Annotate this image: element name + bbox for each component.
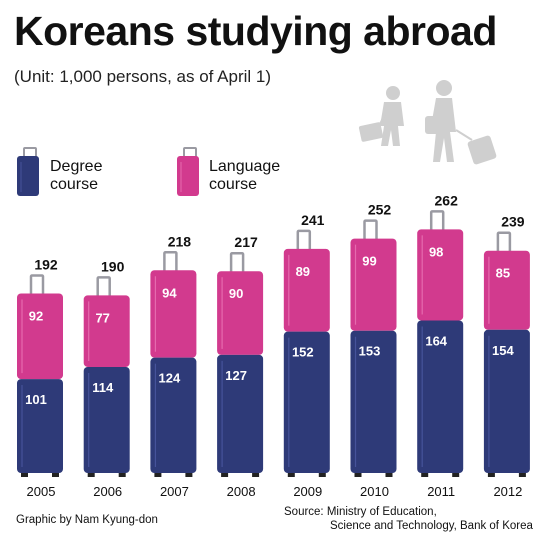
suitcase-handle (96, 276, 111, 299)
bar-degree-2005 (17, 379, 63, 473)
data-label-language: 90 (229, 286, 243, 301)
data-label-total: 239 (501, 214, 525, 230)
suitcase-wheel (354, 473, 362, 477)
bar-language-2011 (417, 229, 464, 321)
x-tick-label: 2009 (293, 484, 322, 499)
data-label-language: 77 (95, 310, 109, 325)
suitcase-wheel (185, 473, 193, 477)
suitcase-wheel (21, 473, 28, 477)
suitcase-handle (429, 210, 445, 233)
suitcase-handle (163, 251, 178, 274)
data-label-degree: 124 (159, 371, 181, 386)
data-label-total: 241 (301, 212, 325, 228)
bar-degree-2008 (217, 354, 264, 473)
suitcase-wheel (252, 473, 260, 477)
data-label-language: 85 (496, 266, 510, 281)
degree-suitcase-icon (17, 147, 39, 196)
x-tick-label: 2012 (493, 484, 522, 499)
suitcase-wheel (518, 473, 526, 477)
x-tick-label: 2010 (360, 484, 389, 499)
data-label-degree: 153 (359, 344, 381, 359)
x-tick-label: 2005 (27, 484, 56, 499)
data-label-degree: 154 (492, 343, 514, 358)
suitcase-wheel (318, 473, 326, 477)
data-label-degree: 114 (92, 380, 114, 395)
data-label-degree: 152 (292, 345, 314, 360)
data-label-total: 252 (368, 202, 392, 218)
bar-language-2008 (217, 271, 264, 355)
bar-degree-2009 (283, 331, 330, 473)
x-tick-label: 2008 (227, 484, 256, 499)
bar-language-2009 (283, 248, 330, 332)
suitcase-wheel (487, 473, 495, 477)
x-tick-label: 2006 (93, 484, 122, 499)
data-label-language: 94 (162, 285, 177, 300)
suitcase-wheel (287, 473, 295, 477)
data-label-total: 217 (234, 234, 258, 250)
suitcase-wheel (154, 473, 162, 477)
suitcase-wheel (452, 473, 460, 477)
data-label-total: 190 (101, 258, 125, 274)
suitcase-wheel (52, 473, 59, 477)
suitcase-wheel (87, 473, 95, 477)
bar-degree-2006 (83, 366, 130, 473)
traveler-man-icon (358, 86, 404, 146)
data-label-degree: 101 (25, 392, 47, 407)
traveler-woman-icon (425, 80, 497, 165)
chart-subtitle: (Unit: 1,000 persons, as of April 1) (14, 67, 272, 86)
bar-degree-2007 (150, 357, 197, 473)
bar-degree-2010 (350, 330, 397, 473)
bar-degree-2011 (417, 320, 464, 473)
suitcase-handle (229, 251, 245, 275)
legend-language-label: Language course (209, 158, 281, 193)
bar-language-2006 (83, 295, 130, 367)
suitcase-handle (296, 229, 312, 253)
data-label-language: 98 (429, 244, 443, 259)
x-tick-label: 2011 (427, 484, 455, 499)
suitcase-handle (29, 274, 45, 297)
bars-group: 92 101 192 2005 77 114 190 2006 94 124 218 2007 90 12… (17, 192, 530, 499)
legend-degree-label: Degree course (50, 158, 103, 193)
x-tick-label: 2007 (160, 484, 189, 499)
bar-language-2007 (150, 270, 197, 358)
data-label-language: 92 (29, 309, 43, 324)
data-label-total: 192 (34, 257, 58, 273)
chart-title: Koreans studying abroad (14, 8, 497, 54)
suitcase-handle (363, 219, 378, 242)
suitcase-handle (496, 231, 512, 254)
suitcase-wheel (221, 473, 229, 477)
suitcase-wheel (421, 473, 429, 477)
data-label-degree: 127 (225, 368, 247, 383)
data-label-degree: 164 (425, 333, 447, 348)
bar-language-2012 (483, 250, 530, 330)
graphic-credit: Graphic by Nam Kyung-don (16, 514, 158, 526)
data-label-language: 99 (362, 254, 376, 269)
suitcase-wheel (118, 473, 126, 477)
bar-language-2010 (350, 238, 397, 331)
data-label-total: 218 (168, 233, 192, 249)
bar-language-2005 (17, 293, 63, 380)
data-label-total: 262 (435, 192, 459, 208)
language-suitcase-icon (177, 147, 199, 196)
data-label-language: 89 (296, 264, 310, 279)
bar-degree-2012 (483, 329, 530, 473)
suitcase-wheel (385, 473, 393, 477)
source-note: Source: Ministry of Education, Science an… (284, 506, 533, 532)
